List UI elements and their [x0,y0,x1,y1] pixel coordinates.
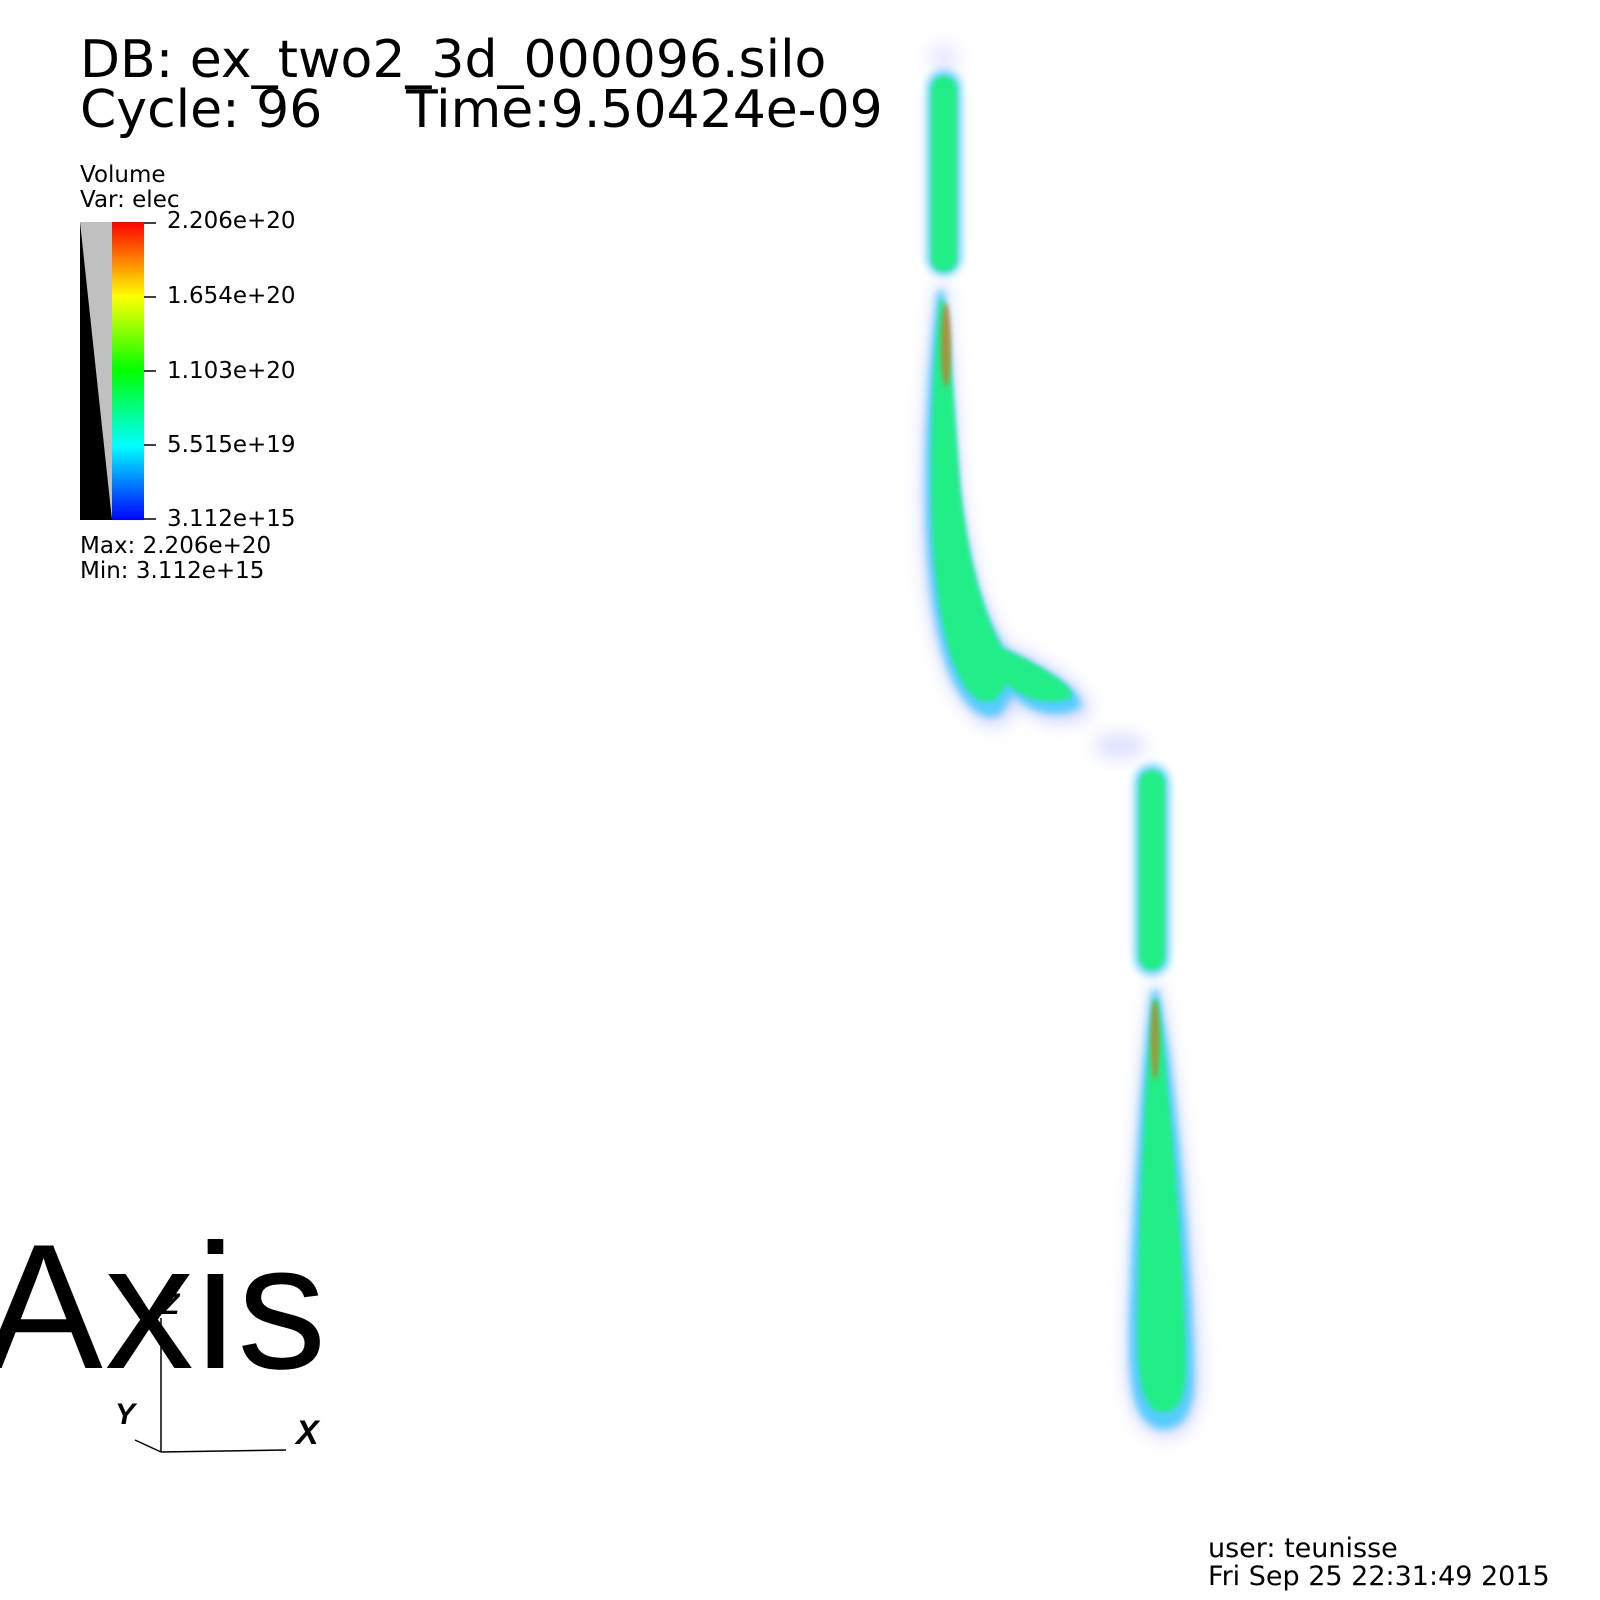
opacity-ramp [80,222,112,520]
colorbar-tick-label: 1.103e+20 [167,358,296,384]
colorbar-tick-label: 3.112e+15 [167,506,296,532]
legend-min: Min: 3.112e+15 [80,558,265,584]
cycle-label: Cycle: 96 [80,80,323,140]
user-label: user: teunisse [1208,1533,1398,1564]
colormap-gradient [112,222,144,520]
upper-top-segment [926,44,962,276]
z-axis-label: Z [161,1288,180,1321]
channel-connector-glow [1094,734,1146,758]
legend-plot-type: Volume [80,162,166,188]
upper-bent-body [921,282,1090,726]
x-axis-label: X [296,1414,319,1452]
cycle-time-row: Cycle: 96 Time:9.50424e-09 [80,84,883,136]
axis-watermark: Axis [0,1207,329,1406]
database-label: DB: ex_two2_3d_000096.silo [80,30,827,90]
time-label: Time:9.50424e-09 [406,80,883,140]
lower-top-segment [1134,764,1170,976]
legend-max: Max: 2.206e+20 [80,533,272,559]
colorbar-tick-label: 2.206e+20 [167,208,296,234]
x-axis-line [160,1449,287,1453]
timestamp-label: Fri Sep 25 22:31:49 2015 [1208,1561,1550,1592]
y-axis-label: Y [115,1398,136,1431]
colorbar-tick-label: 1.654e+20 [167,283,296,309]
legend-variable: Var: elec [80,187,180,213]
y-axis-line [134,1439,162,1453]
lower-bottom-body [1126,982,1200,1438]
colorbar [80,222,156,520]
colorbar-tick-label: 5.515e+19 [167,432,296,458]
